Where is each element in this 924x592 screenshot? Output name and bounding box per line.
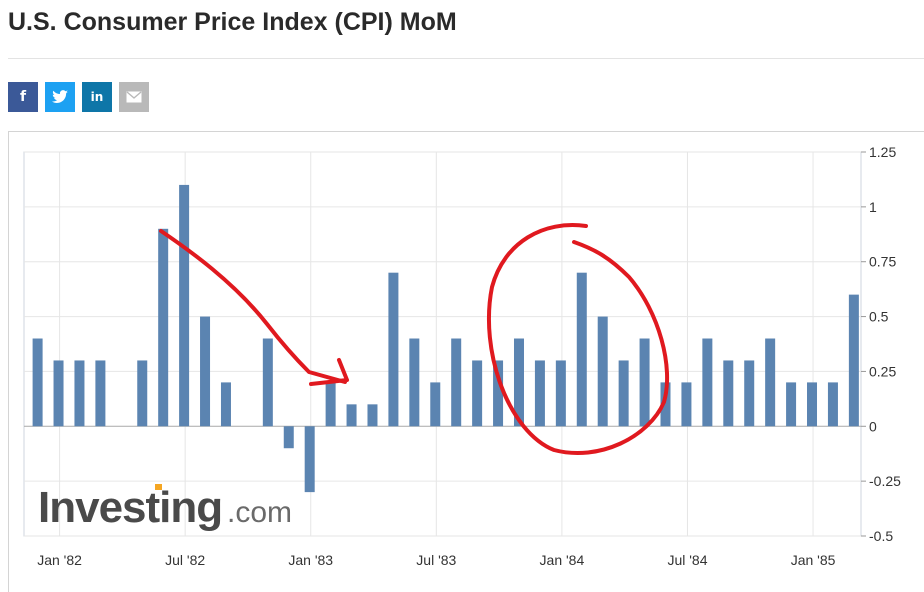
annotation-arrow [159,229,347,384]
bar [827,382,838,427]
bar [179,184,190,427]
bar [597,316,608,427]
title-divider [8,58,924,59]
x-tick-label: Jul '84 [667,552,707,568]
facebook-share-button[interactable]: f [8,82,38,112]
y-tick-label: 0.25 [869,363,896,379]
bar [304,426,315,493]
bar [430,382,441,427]
x-tick-label: Jul '83 [416,552,456,568]
watermark-suffix: .com [227,496,292,529]
bar [660,382,671,427]
y-tick-label: 0.75 [869,254,896,270]
y-tick-label: 1 [869,199,877,215]
y-tick-label: 0.5 [869,309,889,325]
email-icon [126,91,142,103]
twitter-icon [52,90,68,103]
bar [639,338,650,427]
bar [513,338,524,427]
bar [786,382,797,427]
bar [744,360,755,427]
chart-container: 1.25 1 0.75 0.5 0.25 0 -0.25 -0.5 Jan '82 Jul '82… [8,131,924,592]
plot-area [23,151,862,537]
x-tick-label: Jan '82 [37,552,82,568]
bar [702,338,713,427]
bar [681,382,692,427]
bar [472,360,483,427]
x-tick-label: Jan '83 [288,552,333,568]
bar [848,294,859,427]
bar [807,382,818,427]
bar [137,360,148,427]
bar [283,426,294,449]
bar [325,382,336,427]
linkedin-icon: in [90,90,104,104]
x-tick-label: Jan '84 [540,552,585,568]
y-tick-label: -0.25 [869,473,901,489]
bar [555,360,566,427]
investing-watermark: Investing .com [38,483,292,532]
bar [158,228,169,427]
watermark-brand: Investing [38,483,222,532]
facebook-icon: f [19,89,27,105]
bar [367,404,378,427]
bar [388,272,399,427]
bar [200,316,211,427]
annotation-circle [487,223,669,456]
y-tick-label: -0.5 [869,528,893,544]
share-bar: f in [8,82,149,112]
bar [95,360,106,427]
bar [576,272,587,427]
bar [765,338,776,427]
bar [262,338,273,427]
y-tick-label: 1.25 [869,144,896,160]
bar [346,404,357,427]
bar [451,338,462,427]
cpi-bar-chart: 1.25 1 0.75 0.5 0.25 0 -0.25 -0.5 Jan '82 Jul '82… [23,144,901,568]
annotation-arrowhead [309,358,349,386]
x-tick-label: Jul '82 [165,552,205,568]
y-tick-label: 0 [869,418,877,434]
bar [409,338,420,427]
bar [493,360,504,427]
page-title: U.S. Consumer Price Index (CPI) MoM [8,8,457,36]
bar [618,360,629,427]
email-share-button[interactable] [119,82,149,112]
bar [220,382,231,427]
bar [723,360,734,427]
twitter-share-button[interactable] [45,82,75,112]
bar [32,338,43,427]
x-tick-label: Jan '85 [791,552,836,568]
bar [534,360,545,427]
bar [53,360,64,427]
bar [74,360,85,427]
watermark-accent [155,484,162,490]
linkedin-share-button[interactable]: in [82,82,112,112]
